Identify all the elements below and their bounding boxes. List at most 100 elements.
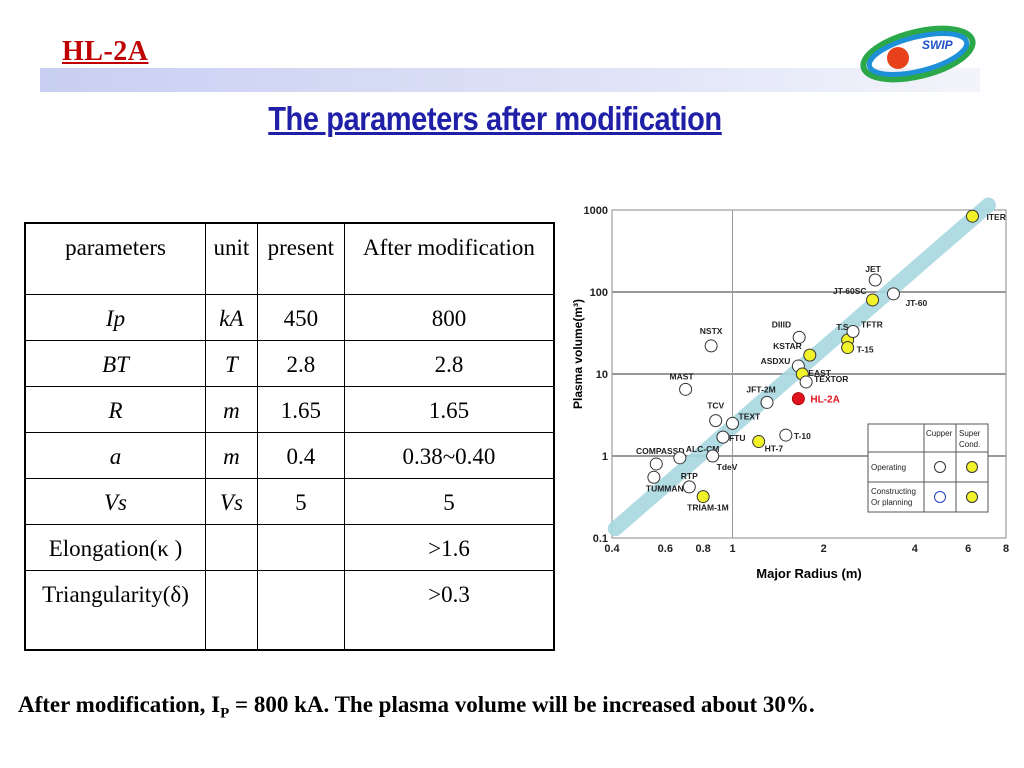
header-band xyxy=(40,68,980,92)
table-header-cell: After modification xyxy=(343,222,555,295)
data-point-ht-7 xyxy=(752,435,766,449)
data-point-jft-2m xyxy=(760,395,774,409)
point-label: JT-60SC xyxy=(833,286,867,296)
y-tick-label: 10 xyxy=(596,369,608,381)
data-point-iter xyxy=(965,209,979,223)
data-point-ftu xyxy=(716,430,730,444)
table-cell: 5 xyxy=(343,478,555,526)
data-point-tdev xyxy=(706,449,720,463)
table-row: Vs Vs 5 5 xyxy=(24,478,555,526)
table-row: Ip kA 450 800 xyxy=(24,293,555,342)
table-row: Elongation(κ ) >1.6 xyxy=(24,524,555,572)
plasma-volume-chart: 1000 100 10 1 0.10.4 0.6 0.8 1 2 4 6 8 Major Radius … xyxy=(571,197,1009,581)
x-axis-label: Major Radius (m) xyxy=(756,566,861,581)
point-label: ITER xyxy=(986,212,1005,222)
y-tick-label: 1000 xyxy=(584,205,608,217)
table-header-cell: parameters xyxy=(24,222,207,295)
point-label: FTU xyxy=(729,433,746,443)
table-row: R m 1.65 1.65 xyxy=(24,386,555,434)
table-cell: >1.6 xyxy=(343,524,555,572)
table-cell: a xyxy=(24,432,207,480)
table-cell: 2.8 xyxy=(343,340,555,388)
table-cell: 1.65 xyxy=(256,386,345,434)
data-point-alc-cm xyxy=(673,451,687,465)
y-axis-label: Plasma volume(m³) xyxy=(571,299,585,409)
data-point-rtp xyxy=(682,480,696,494)
y-tick-label: 0.1 xyxy=(593,533,608,545)
table-cell: m xyxy=(205,386,258,434)
point-label: TUMMAN3 xyxy=(646,483,689,493)
table-cell: 0.38~0.40 xyxy=(343,432,555,480)
x-tick-label: 2 xyxy=(821,543,827,555)
x-tick-label: 0.8 xyxy=(696,543,711,555)
table-cell: 5 xyxy=(256,478,345,526)
x-tick-label: 1 xyxy=(729,543,735,555)
table-header-cell: present xyxy=(256,222,345,295)
caption: After modification, IP = 800 kA. The pla… xyxy=(18,692,1018,723)
caption-text: After modification, I xyxy=(18,692,221,717)
data-point-jt-60sc xyxy=(866,293,880,307)
legend-column-label: Cond. xyxy=(959,440,980,449)
table-header-row: parameters unit present After modificati… xyxy=(24,222,555,295)
data-point-t-15 xyxy=(841,341,855,355)
brand-title: HL-2A xyxy=(62,36,149,67)
point-label: TFTR xyxy=(861,319,883,329)
legend-column-label: Cupper xyxy=(926,429,953,438)
point-label: HL-2A xyxy=(810,395,839,406)
table-row: a m 0.4 0.38~0.40 xyxy=(24,432,555,480)
x-tick-label: 6 xyxy=(965,543,971,555)
data-point-jet xyxy=(868,273,882,287)
table-cell: Triangularity(δ) xyxy=(24,570,207,651)
point-label: MAST xyxy=(670,371,695,381)
y-tick-label: 1 xyxy=(602,451,608,463)
point-label: KSTAR xyxy=(773,341,802,351)
table-cell: 800 xyxy=(343,293,555,342)
point-label: T-15 xyxy=(857,345,874,355)
point-label: COMPASSD xyxy=(636,446,685,456)
data-point-t-10 xyxy=(779,428,793,442)
table-cell: Elongation(κ ) xyxy=(24,524,207,572)
point-label: RTP xyxy=(681,471,698,481)
x-tick-label: 0.6 xyxy=(658,543,673,555)
point-label: NSTX xyxy=(700,326,723,336)
point-label: TEXTOR xyxy=(814,374,848,384)
data-point-jt-60 xyxy=(886,287,900,301)
point-label: T.S. xyxy=(836,322,851,332)
table-cell: 2.8 xyxy=(256,340,345,388)
table-cell: kA xyxy=(205,293,258,342)
legend-column-label: Super xyxy=(959,429,981,438)
table-cell xyxy=(205,570,258,651)
data-point-triam-1m xyxy=(696,490,710,504)
point-label: TRIAM-1M xyxy=(687,503,729,513)
table-cell: Vs xyxy=(24,478,207,526)
swip-logo: SWIP xyxy=(860,25,976,83)
point-label: EAST xyxy=(808,368,831,378)
legend-row-label: Constructing xyxy=(871,487,916,496)
legend-row-label: Operating xyxy=(871,463,906,472)
table-cell: 1.65 xyxy=(343,386,555,434)
point-label: TEXT xyxy=(739,411,762,421)
point-label: JET xyxy=(865,264,881,274)
table-header-cell: unit xyxy=(205,222,258,295)
caption-subscript: P xyxy=(220,705,230,722)
data-point-tumman3 xyxy=(647,470,661,484)
parameters-table: parameters unit present After modificati… xyxy=(24,222,555,652)
x-tick-label: 0.4 xyxy=(604,543,620,555)
table-cell: Vs xyxy=(205,478,258,526)
legend-marker-super-operating xyxy=(966,461,978,473)
y-tick-label: 100 xyxy=(590,287,608,299)
point-label: JT-60 xyxy=(905,298,927,308)
slide-title: The parameters after modification xyxy=(268,100,722,137)
point-label: TdeV xyxy=(717,462,738,472)
legend-row-label: Or planning xyxy=(871,498,912,507)
data-point-compassd xyxy=(649,457,663,471)
table-cell: BT xyxy=(24,340,207,388)
point-label: ALC-CM xyxy=(686,444,720,454)
x-tick-label: 8 xyxy=(1003,543,1009,555)
point-label: ASDXU xyxy=(761,356,791,366)
data-point-kstar xyxy=(803,348,817,362)
data-point-nstx xyxy=(704,339,718,353)
data-point-mast xyxy=(679,382,693,396)
table-row: Triangularity(δ) >0.3 xyxy=(24,570,555,651)
table-cell xyxy=(205,524,258,572)
